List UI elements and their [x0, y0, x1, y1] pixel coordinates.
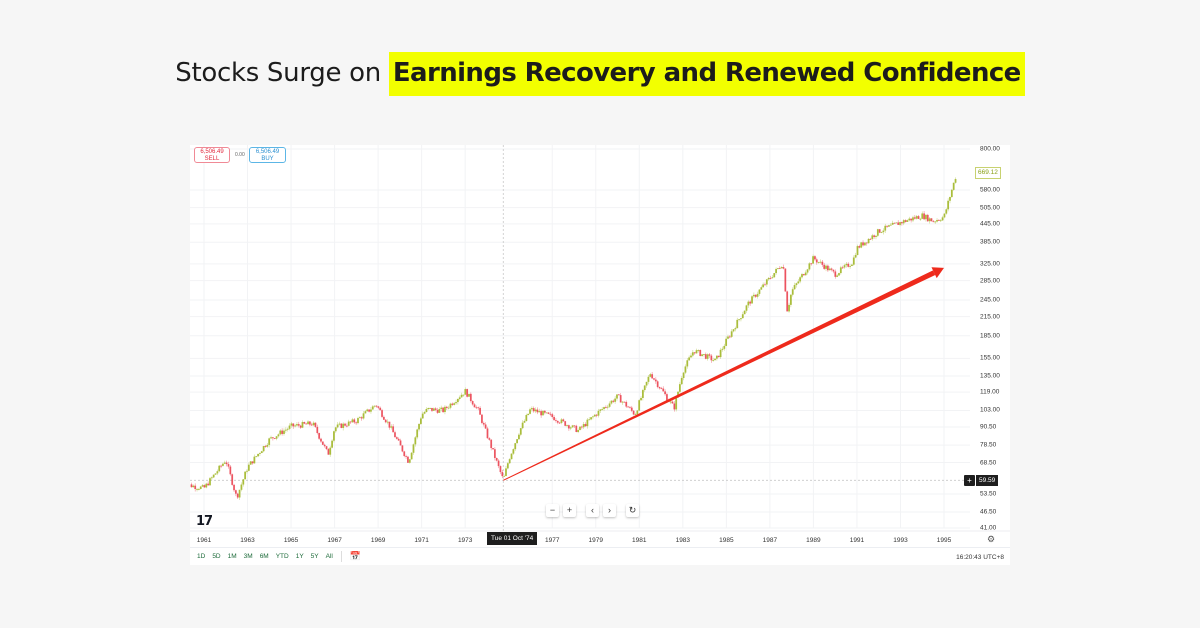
time-tick-label: 1993 [893, 537, 908, 544]
crosshair-price-label: + 59.59 [964, 475, 999, 486]
bottom-toolbar: 1D 5D 1M 3M 6M YTD 1Y 5Y All 📅 16:20:43 … [190, 547, 1010, 566]
price-tick-label: 245.00 [980, 296, 1000, 304]
range-1y[interactable]: 1Y [295, 553, 304, 560]
clock: 16:20:43 UTC+8 [956, 554, 1004, 561]
price-tick-label: 385.00 [980, 238, 1000, 246]
sell-button[interactable]: 6,506.49 SELL [194, 147, 230, 163]
price-tick-label: 155.00 [980, 354, 1000, 362]
time-tick-label: 1963 [240, 537, 255, 544]
last-price-label: 669.12 [975, 167, 1001, 179]
scroll-right-button[interactable]: › [603, 504, 616, 517]
buy-label: BUY [261, 156, 274, 162]
trend-arrow-head [931, 267, 944, 279]
price-tick-label: 185.00 [980, 332, 1000, 340]
price-tick-label: 505.00 [980, 204, 1000, 212]
crosshair-price-value: 59.59 [976, 475, 999, 486]
time-tick-label: 1985 [719, 537, 734, 544]
time-tick-label: 1969 [370, 537, 386, 544]
chart-panel[interactable]: 6,506.49 SELL 0.00 6,506.49 BUY 800.00 58… [190, 145, 1010, 565]
add-alert-plus-icon[interactable]: + [964, 475, 975, 486]
range-all[interactable]: All [325, 553, 333, 560]
price-tick-label: 46.50 [980, 508, 997, 516]
range-6m[interactable]: 6M [259, 553, 269, 560]
price-tick-label: 78.50 [980, 441, 997, 449]
buy-button[interactable]: 6,506.49 BUY [249, 147, 286, 163]
headline: Stocks Surge on Earnings Recovery and Re… [0, 52, 1200, 96]
zoom-out-button[interactable]: − [546, 504, 559, 517]
price-tick-label: 800.00 [980, 145, 1000, 153]
time-tick-label: 1973 [457, 537, 473, 544]
time-tick-label: 1991 [849, 537, 865, 544]
time-tick-label: 1983 [675, 537, 691, 544]
price-tick-label: 90.50 [980, 423, 997, 431]
crosshair-date-label: Tue 01 Oct '74 [487, 532, 538, 545]
reset-chart-button[interactable]: ↻ [626, 504, 639, 517]
chart-nav-controls: − + ‹ › ↻ [546, 504, 643, 517]
tradingview-logo[interactable]: 17 [196, 514, 213, 529]
range-3m[interactable]: 3M [243, 553, 253, 560]
price-tick-label: 68.50 [980, 459, 997, 467]
price-tick-label: 445.00 [980, 220, 1000, 228]
time-tick-label: 1979 [588, 537, 603, 544]
price-tick-label: 135.00 [980, 372, 1000, 380]
sell-label: SELL [204, 156, 220, 162]
price-tick-label: 285.00 [980, 277, 1000, 285]
spread-value: 0.00 [235, 152, 245, 158]
headline-highlighted: Earnings Recovery and Renewed Confidence [388, 52, 1025, 96]
time-tick-label: 1977 [545, 537, 560, 544]
price-tick-label: 103.00 [980, 406, 1000, 414]
scroll-left-button[interactable]: ‹ [586, 504, 599, 517]
sell-price: 6,506.49 [200, 149, 224, 155]
axis-settings-icon[interactable]: ⚙ [987, 534, 996, 544]
time-tick-label: 1961 [196, 537, 212, 544]
trend-arrow-shaft [503, 270, 936, 481]
time-tick-label: 1981 [632, 537, 647, 544]
price-chart[interactable] [190, 145, 1010, 547]
range-ytd[interactable]: YTD [275, 553, 289, 560]
range-5y[interactable]: 5Y [310, 553, 319, 560]
time-tick-label: 1989 [806, 537, 821, 544]
range-1d[interactable]: 1D [197, 553, 206, 560]
toolbar-divider [340, 551, 342, 562]
time-tick-label: 1965 [283, 537, 299, 544]
time-tick-label: 1967 [327, 537, 342, 544]
zoom-in-button[interactable]: + [563, 504, 576, 517]
calendar-goto-icon[interactable]: 📅 [349, 551, 362, 561]
headline-plain: Stocks Surge on [175, 58, 381, 88]
time-tick-label: 1987 [762, 537, 778, 544]
price-tick-label: 215.00 [980, 313, 1000, 321]
price-tick-label: 119.00 [980, 388, 1000, 396]
range-selector: 1D 5D 1M 3M 6M YTD 1Y 5Y All 📅 [197, 551, 362, 562]
time-tick-label: 1971 [414, 537, 429, 544]
price-tick-label: 580.00 [980, 186, 1000, 194]
buy-price: 6,506.49 [255, 149, 280, 155]
range-1m[interactable]: 1M [227, 553, 237, 560]
price-tick-label: 41.00 [980, 524, 997, 532]
price-tick-label: 53.50 [980, 490, 997, 498]
price-tick-label: 325.00 [980, 260, 1000, 268]
time-tick-label: 1995 [936, 537, 952, 544]
range-5d[interactable]: 5D [212, 553, 221, 560]
